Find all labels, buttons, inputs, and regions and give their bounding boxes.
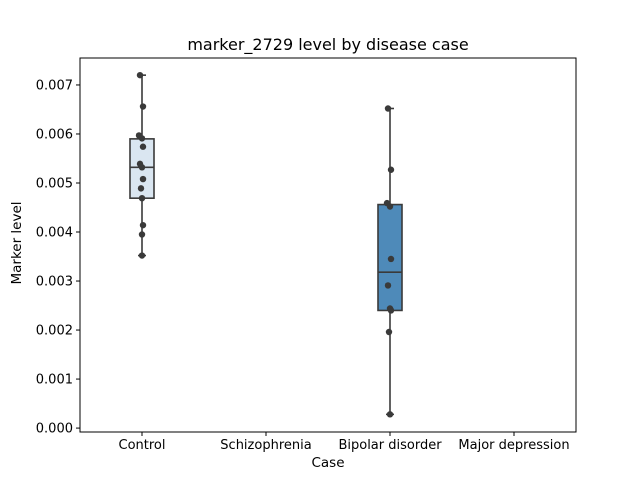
data-point	[139, 175, 147, 183]
x-tick-label: Major depression	[458, 438, 569, 453]
data-point	[387, 307, 395, 314]
data-point	[139, 221, 147, 229]
data-point	[138, 252, 146, 259]
data-point	[138, 164, 146, 171]
chart-title: marker_2729 level by disease case	[187, 35, 468, 55]
x-tick-label: Bipolar disorder	[338, 438, 442, 453]
y-tick-label: 0.001	[36, 373, 73, 388]
box-group	[129, 71, 155, 259]
data-point	[138, 231, 146, 238]
data-point	[386, 411, 394, 418]
x-axis: Control Schizophrenia Bipolar disorder Majo…	[119, 432, 570, 453]
y-tick-label: 0.000	[36, 422, 73, 437]
y-axis-title: Marker level	[9, 201, 25, 284]
data-point	[384, 282, 392, 289]
box-group	[377, 105, 403, 418]
data-point	[384, 105, 392, 112]
data-point	[139, 103, 147, 110]
data-point	[136, 71, 144, 79]
y-tick-label: 0.003	[36, 275, 73, 290]
boxes-layer	[129, 71, 403, 418]
data-point	[139, 143, 147, 150]
data-point	[385, 328, 393, 336]
data-point	[138, 194, 146, 202]
data-point	[137, 185, 145, 192]
x-tick-label: Control	[119, 438, 166, 453]
y-tick-label: 0.004	[36, 226, 73, 241]
data-point	[138, 135, 146, 142]
y-tick-label: 0.006	[36, 127, 73, 142]
x-tick-label: Schizophrenia	[220, 438, 311, 453]
data-point	[387, 166, 395, 173]
plot-area-frame	[79, 57, 577, 433]
data-point	[387, 255, 395, 263]
y-axis: 0.000 0.001 0.002 0.003 0.004 0.005 0.006 0.007	[36, 78, 80, 437]
y-tick-label: 0.005	[36, 176, 73, 191]
x-axis-title: Case	[311, 455, 344, 471]
y-tick-label: 0.002	[36, 324, 73, 339]
y-tick-label: 0.007	[36, 78, 73, 93]
data-point	[386, 203, 394, 210]
